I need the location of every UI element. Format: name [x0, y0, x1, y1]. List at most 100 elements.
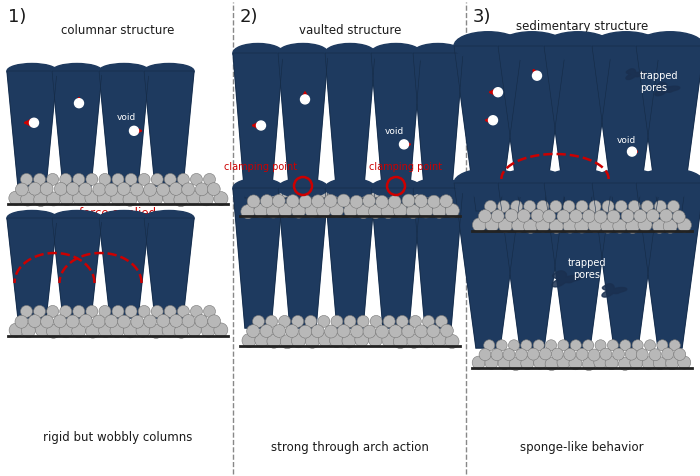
Circle shape	[342, 334, 356, 348]
Circle shape	[125, 306, 137, 317]
Circle shape	[144, 315, 157, 328]
Circle shape	[187, 191, 201, 205]
Circle shape	[304, 186, 316, 198]
Circle shape	[588, 349, 600, 361]
Circle shape	[204, 306, 216, 317]
Ellipse shape	[413, 43, 463, 62]
Circle shape	[73, 173, 85, 185]
Ellipse shape	[544, 169, 612, 197]
Polygon shape	[498, 183, 566, 348]
Circle shape	[163, 191, 177, 205]
Circle shape	[256, 121, 265, 130]
Circle shape	[381, 205, 395, 218]
Circle shape	[376, 325, 389, 338]
Circle shape	[545, 340, 557, 351]
Circle shape	[325, 325, 337, 338]
Circle shape	[664, 219, 678, 233]
Circle shape	[318, 186, 330, 198]
Circle shape	[242, 334, 256, 347]
Polygon shape	[325, 188, 375, 328]
Circle shape	[595, 340, 606, 351]
Text: trapped
pores: trapped pores	[640, 71, 678, 93]
Circle shape	[324, 194, 337, 207]
Circle shape	[291, 334, 305, 348]
Text: clamping point: clamping point	[370, 162, 442, 172]
Circle shape	[642, 357, 655, 370]
Circle shape	[638, 218, 652, 232]
Circle shape	[21, 192, 35, 206]
Text: 3): 3)	[473, 8, 491, 26]
Ellipse shape	[636, 169, 700, 197]
Ellipse shape	[233, 43, 283, 62]
Circle shape	[389, 325, 402, 338]
Ellipse shape	[144, 63, 194, 79]
Text: strong through arch action: strong through arch action	[271, 442, 429, 455]
Circle shape	[157, 315, 169, 327]
Circle shape	[118, 182, 130, 195]
Circle shape	[620, 340, 631, 351]
Circle shape	[602, 200, 614, 212]
Circle shape	[123, 192, 137, 206]
Circle shape	[512, 218, 526, 233]
Polygon shape	[99, 71, 149, 186]
Circle shape	[137, 191, 151, 205]
Circle shape	[266, 204, 280, 218]
Circle shape	[305, 334, 319, 348]
Circle shape	[393, 203, 407, 218]
Circle shape	[355, 333, 369, 347]
Circle shape	[247, 195, 260, 208]
Circle shape	[279, 186, 290, 198]
Circle shape	[419, 204, 433, 218]
Circle shape	[678, 218, 692, 232]
Circle shape	[594, 356, 607, 369]
Circle shape	[330, 203, 344, 217]
Circle shape	[105, 315, 118, 327]
Circle shape	[182, 183, 195, 196]
Circle shape	[550, 219, 564, 233]
Circle shape	[130, 183, 143, 196]
Circle shape	[60, 191, 74, 206]
Ellipse shape	[413, 178, 463, 198]
Circle shape	[582, 210, 595, 223]
Ellipse shape	[371, 178, 421, 198]
Circle shape	[423, 186, 435, 198]
Circle shape	[20, 306, 32, 317]
Circle shape	[491, 210, 504, 223]
Circle shape	[330, 334, 344, 347]
Circle shape	[112, 173, 124, 185]
Circle shape	[576, 348, 588, 360]
Text: sponge-like behavior: sponge-like behavior	[520, 442, 644, 455]
Polygon shape	[371, 188, 421, 328]
Text: void: void	[617, 136, 636, 145]
Circle shape	[138, 173, 150, 185]
Polygon shape	[7, 218, 57, 318]
Circle shape	[254, 204, 268, 218]
Circle shape	[370, 186, 382, 198]
Text: void: void	[384, 127, 404, 136]
Polygon shape	[544, 183, 612, 348]
Circle shape	[533, 340, 544, 351]
Circle shape	[410, 186, 421, 198]
Polygon shape	[413, 188, 463, 328]
Circle shape	[634, 209, 647, 223]
Circle shape	[659, 209, 673, 222]
Circle shape	[15, 315, 28, 328]
Circle shape	[105, 183, 118, 196]
Circle shape	[552, 348, 564, 360]
Polygon shape	[233, 53, 283, 198]
Circle shape	[273, 325, 286, 337]
Circle shape	[508, 340, 519, 351]
Circle shape	[182, 315, 195, 327]
Circle shape	[15, 183, 28, 196]
Circle shape	[653, 357, 666, 370]
Circle shape	[473, 218, 486, 232]
Polygon shape	[7, 71, 57, 186]
Circle shape	[29, 118, 38, 127]
Circle shape	[253, 316, 265, 327]
Ellipse shape	[52, 210, 102, 226]
Circle shape	[35, 323, 49, 337]
Circle shape	[253, 186, 265, 198]
Circle shape	[509, 357, 522, 370]
Polygon shape	[655, 82, 680, 96]
Circle shape	[563, 219, 577, 233]
